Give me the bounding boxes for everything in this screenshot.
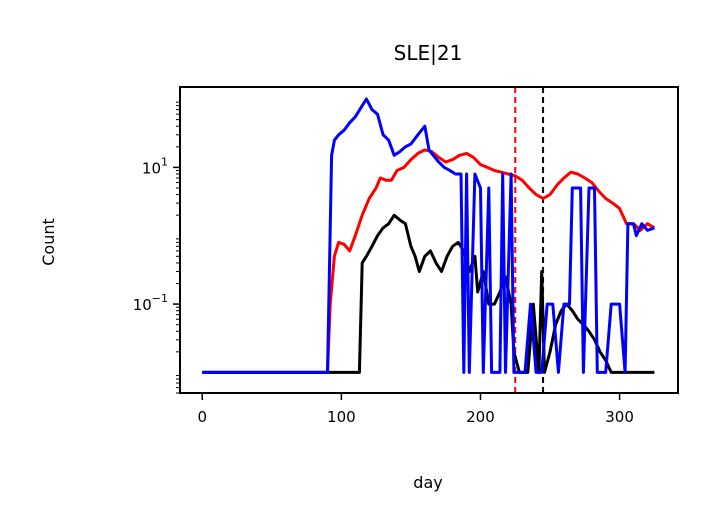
series-line-3 [202, 97, 655, 374]
y-tick-label: 101 [142, 155, 168, 177]
y-axis-label: Count [39, 218, 58, 266]
x-tick-label: 100 [327, 408, 356, 426]
chart-title: SLE|21 [394, 41, 463, 65]
x-tick-label: 200 [466, 408, 495, 426]
y-tick-label: 10−1 [133, 292, 168, 314]
series-line-2 [202, 213, 655, 374]
series-lines [202, 97, 656, 374]
x-tick-label: 300 [605, 408, 634, 426]
x-axis: 0 100 200 300 [197, 393, 634, 426]
y-axis: 101 10−1 [133, 101, 180, 394]
x-axis-label: day [413, 473, 442, 492]
plot-frame [179, 86, 679, 394]
x-tick-label: 0 [197, 408, 207, 426]
